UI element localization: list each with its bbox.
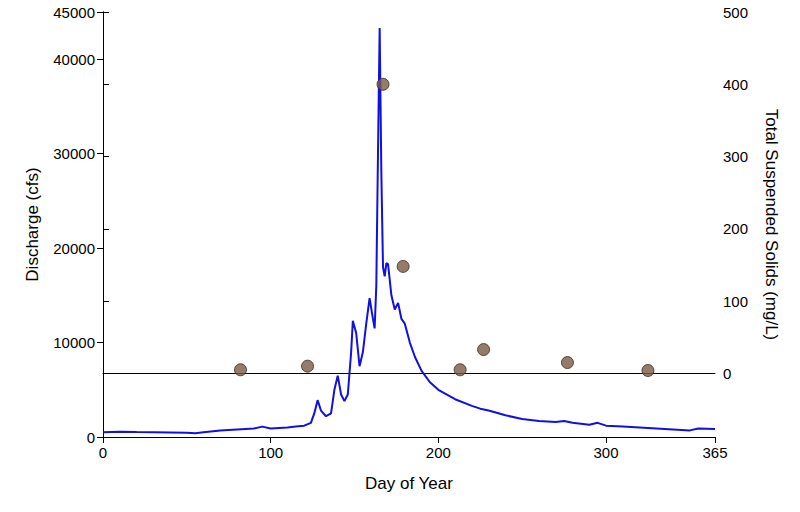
svg-text:0: 0 (99, 444, 107, 461)
svg-text:40000: 40000 (53, 51, 95, 68)
svg-text:300: 300 (593, 444, 618, 461)
svg-text:Day of Year: Day of Year (365, 474, 453, 493)
svg-text:365: 365 (702, 444, 727, 461)
svg-text:Discharge (cfs): Discharge (cfs) (23, 167, 42, 281)
svg-text:0: 0 (723, 365, 731, 382)
svg-text:200: 200 (426, 444, 451, 461)
svg-text:400: 400 (723, 76, 748, 93)
svg-text:500: 500 (723, 4, 748, 21)
svg-text:0: 0 (87, 429, 95, 446)
svg-text:200: 200 (723, 220, 748, 237)
svg-text:300: 300 (723, 148, 748, 165)
svg-text:45000: 45000 (53, 4, 95, 21)
svg-text:100: 100 (258, 444, 283, 461)
svg-text:10000: 10000 (53, 334, 95, 351)
svg-text:100: 100 (723, 293, 748, 310)
svg-text:Total Suspended Solids (mg/L): Total Suspended Solids (mg/L) (762, 109, 781, 341)
svg-text:30000: 30000 (53, 145, 95, 162)
svg-text:20000: 20000 (53, 240, 95, 257)
